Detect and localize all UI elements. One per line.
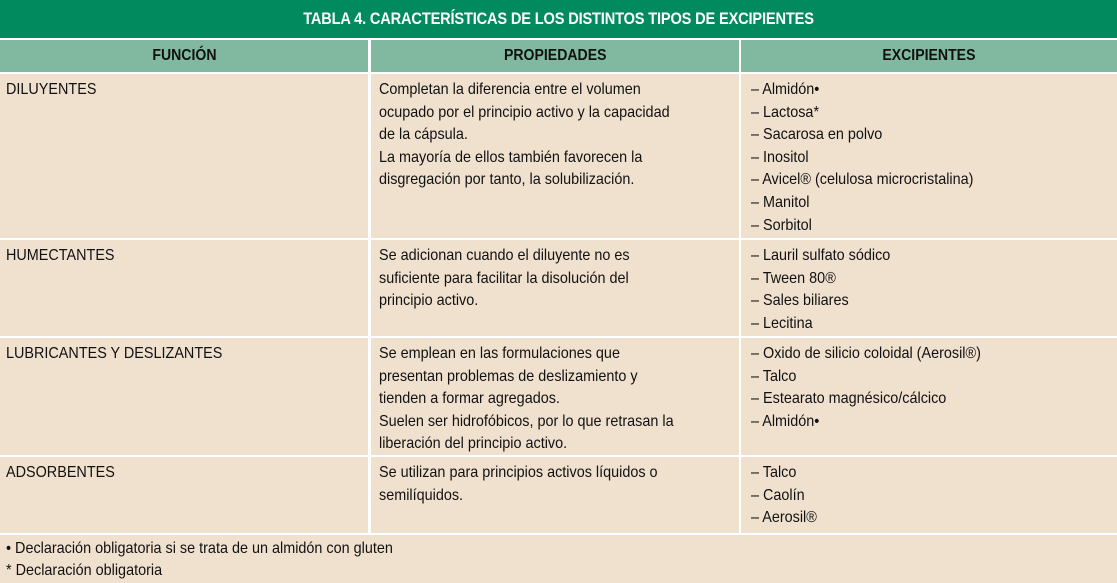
- propiedad-line: La mayoría de ellos también favorecen la: [379, 148, 643, 166]
- table-footnotes: • Declaración obligatoria si se trata de…: [0, 535, 1117, 583]
- table-row: DILUYENTES Completan la diferencia entre…: [0, 74, 1117, 238]
- footnote-asterisk: * Declaración obligatoria: [6, 562, 163, 579]
- propiedad-line: disgregación por tanto, la solubilizació…: [379, 171, 635, 189]
- propiedad-line: Se adicionan cuando el diluyente no es: [379, 247, 630, 264]
- table-row: ADSORBENTES Se utilizan para principios …: [0, 457, 1117, 533]
- funcion-label: DILUYENTES: [6, 81, 97, 98]
- cell-propiedades: Completan la diferencia entre el volumen…: [371, 74, 739, 238]
- funcion-label: HUMECTANTES: [6, 247, 115, 264]
- header-excipientes: EXCIPIENTES: [741, 40, 1117, 72]
- excipiente-item: – Estearato magnésico/cálcico: [751, 390, 947, 408]
- propiedad-line: de la cápsula.: [379, 126, 468, 144]
- divider: [0, 336, 1117, 338]
- header-funcion: FUNCIÓN: [0, 40, 368, 72]
- table-title: TABLA 4. CARACTERÍSTICAS DE LOS DISTINTO…: [78, 0, 1039, 38]
- propiedad-line: Suelen ser hidrofóbicos, por lo que retr…: [379, 412, 674, 430]
- header-label: PROPIEDADES: [503, 47, 607, 64]
- header-label: FUNCIÓN: [151, 47, 217, 64]
- propiedad-line: Se emplean en las formulaciones que: [379, 345, 620, 362]
- cell-funcion: DILUYENTES: [0, 74, 368, 238]
- excipiente-item: – Manitol: [751, 193, 810, 211]
- cell-excipientes: – Lauril sulfato sódico – Tween 80® – Sa…: [741, 240, 1117, 336]
- cell-excipientes: – Talco – Caolín – Aerosil®: [741, 457, 1117, 533]
- propiedad-line: suficiente para facilitar la disolución …: [379, 269, 629, 287]
- propiedad-line: tienden a formar agregados.: [379, 390, 560, 408]
- excipiente-item: – Talco: [751, 367, 797, 385]
- header-propiedades: PROPIEDADES: [371, 40, 739, 72]
- propiedad-line: ocupado por el principio activo y la cap…: [379, 103, 670, 121]
- cell-propiedades: Se emplean en las formulaciones que pres…: [371, 338, 739, 455]
- excipiente-item: – Lactosa*: [751, 103, 820, 121]
- table-row: HUMECTANTES Se adicionan cuando el diluy…: [0, 240, 1117, 336]
- propiedad-line: liberación del principio activo.: [379, 435, 568, 453]
- cell-funcion: HUMECTANTES: [0, 240, 368, 336]
- excipiente-item: – Sales biliares: [751, 292, 849, 310]
- divider: [0, 238, 1117, 240]
- excipiente-item: – Sorbitol: [751, 216, 812, 234]
- funcion-label: ADSORBENTES: [6, 464, 115, 481]
- funcion-label: LUBRICANTES Y DESLIZANTES: [6, 345, 223, 362]
- divider: [0, 455, 1117, 457]
- propiedad-line: Se utilizan para principios activos líqu…: [379, 464, 658, 481]
- excipiente-item: – Almidón•: [751, 412, 820, 430]
- footnote-bullet: • Declaración obligatoria si se trata de…: [6, 540, 393, 557]
- header-label: EXCIPIENTES: [882, 47, 976, 64]
- divider: [0, 38, 1117, 40]
- cell-propiedades: Se utilizan para principios activos líqu…: [371, 457, 739, 533]
- cell-funcion: LUBRICANTES Y DESLIZANTES: [0, 338, 368, 455]
- excipiente-item: – Caolín: [751, 486, 805, 504]
- propiedad-line: presentan problemas de deslizamiento y: [379, 367, 638, 385]
- excipiente-item: – Lecitina: [751, 314, 813, 332]
- cell-funcion: ADSORBENTES: [0, 457, 368, 533]
- excipiente-item: – Inositol: [751, 148, 809, 166]
- divider: [0, 533, 1117, 535]
- excipiente-item: – Aerosil®: [751, 509, 817, 527]
- excipiente-item: – Tween 80®: [751, 269, 836, 287]
- cell-propiedades: Se adicionan cuando el diluyente no es s…: [371, 240, 739, 336]
- excipiente-item: – Sacarosa en polvo: [751, 126, 883, 144]
- excipiente-item: – Oxido de silicio coloidal (Aerosil®): [751, 345, 981, 362]
- excipiente-item: – Lauril sulfato sódico: [751, 247, 891, 264]
- table-title-bar: TABLA 4. CARACTERÍSTICAS DE LOS DISTINTO…: [0, 0, 1117, 38]
- table-row: LUBRICANTES Y DESLIZANTES Se emplean en …: [0, 338, 1117, 455]
- cell-excipientes: – Oxido de silicio coloidal (Aerosil®) –…: [741, 338, 1117, 455]
- propiedad-line: principio activo.: [379, 292, 479, 310]
- header-row: FUNCIÓN PROPIEDADES EXCIPIENTES: [0, 40, 1117, 72]
- propiedad-line: Completan la diferencia entre el volumen: [379, 81, 641, 98]
- divider: [0, 72, 1117, 74]
- propiedad-line: semilíquidos.: [379, 486, 464, 504]
- cell-excipientes: – Almidón• – Lactosa* – Sacarosa en polv…: [741, 74, 1117, 238]
- excipiente-item: – Almidón•: [751, 81, 820, 98]
- excipiente-item: – Avicel® (celulosa microcristalina): [751, 171, 974, 189]
- excipiente-item: – Talco: [751, 464, 797, 481]
